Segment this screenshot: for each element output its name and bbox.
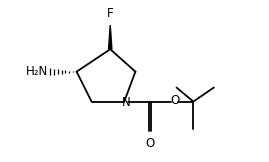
Text: O: O: [146, 137, 155, 150]
Text: O: O: [170, 94, 179, 107]
Text: F: F: [107, 7, 114, 20]
Text: N: N: [122, 96, 131, 109]
Text: H₂N: H₂N: [25, 65, 48, 78]
Polygon shape: [108, 25, 112, 49]
